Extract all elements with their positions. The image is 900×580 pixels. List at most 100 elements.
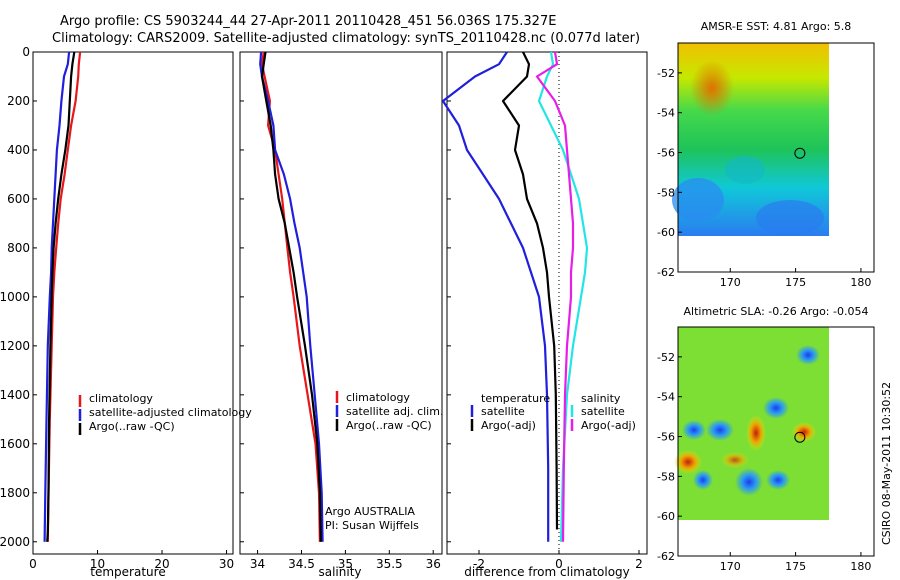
- sst-map-ticks: 170 175 180 -52 -54 -56 -58 -60 -62: [657, 67, 871, 289]
- sla-argo-location-marker: [794, 431, 806, 443]
- map-y-tick-label: -62: [657, 550, 675, 563]
- sst-cold-patch-east: [756, 200, 824, 236]
- sla-high-1: [746, 415, 766, 451]
- legend-label-argo-raw: Argo(..raw -QC): [89, 420, 175, 433]
- sla-high-2: [674, 450, 702, 474]
- map-y-tick-label: -56: [657, 147, 675, 160]
- series-line-temperature-satellite: [441, 51, 550, 542]
- map-y-tick-label: -52: [657, 351, 675, 364]
- y-tick-label: 800: [7, 241, 30, 255]
- sst-map-panel: AMSR-E SST: 4.81 Argo: 5.8 170 175 180 -52 -…: [657, 20, 875, 289]
- temperature-panel: 0 10 20 30 0 200 400 600 800 1000 1200 1400 1600 1800…: [0, 45, 252, 579]
- sla-eddy-3: [763, 397, 789, 419]
- map-y-tick-label: -56: [657, 431, 675, 444]
- sla-map-panel: Altimetric SLA: -0.26 Argo: -0.054 170 17…: [657, 305, 875, 573]
- salinity-ticks: 34 34.5 35 35.5 36: [240, 51, 441, 571]
- sst-warm-patch: [690, 60, 734, 116]
- legend-label-temp-argo: Argo(-adj): [481, 419, 536, 432]
- temperature-series-lines: [43, 51, 82, 542]
- temperature-xlabel: temperature: [90, 565, 165, 579]
- legend-label-satellite-adj: satellite adj. clim.: [346, 405, 443, 418]
- sla-eddy-7: [796, 345, 820, 365]
- sst-argo-location-marker: [794, 147, 806, 159]
- map-x-tick-label: 175: [785, 560, 806, 573]
- difference-xlabel: difference from climatology: [464, 565, 630, 579]
- map-x-tick-label: 180: [850, 276, 871, 289]
- map-x-tick-label: 170: [720, 276, 741, 289]
- y-tick-label: 0: [22, 45, 30, 59]
- y-tick-label: 600: [7, 192, 30, 206]
- salinity-xlabel: salinity: [318, 565, 361, 579]
- map-x-tick-label: 170: [720, 560, 741, 573]
- pi-annotation: PI: Susan Wijffels: [325, 519, 419, 532]
- map-x-tick-label: 180: [850, 560, 871, 573]
- series-line-salinity-satellite: [537, 51, 589, 542]
- map-x-tick-label: 175: [785, 276, 806, 289]
- x-tick-label: 0: [555, 557, 563, 571]
- salinity-axes-frame: [239, 51, 443, 555]
- x-tick-label: 30: [219, 557, 234, 571]
- x-tick-label: 35: [338, 557, 353, 571]
- sla-high-3: [792, 422, 816, 442]
- sla-map-ticks: 170 175 180 -52 -54 -56 -58 -60 -62: [657, 351, 871, 573]
- salinity-legend: climatology satellite adj. clim. Argo(..…: [335, 391, 443, 432]
- difference-axes-frame: [446, 51, 648, 555]
- sla-high-4: [721, 452, 749, 468]
- series-line-satellite-adj-clim-: [259, 51, 324, 542]
- temperature-ticks: 0 10 20 30 0 200 400 600 800 1000 1200 1400 1600 1800…: [0, 45, 234, 571]
- legend-label-temp-satellite: satellite: [481, 405, 525, 418]
- y-tick-label: 1600: [0, 437, 30, 451]
- map-y-tick-label: -58: [657, 186, 675, 199]
- map-y-tick-label: -60: [657, 226, 675, 239]
- temperature-axes-frame: [32, 51, 234, 555]
- sst-heatmap-field: [672, 43, 829, 236]
- sst-cold-patch-west: [672, 178, 724, 222]
- series-line-salinity-argo-adj-: [535, 51, 575, 542]
- legend-label-sal-satellite: satellite: [581, 405, 625, 418]
- x-tick-label: 10: [90, 557, 105, 571]
- difference-ticks: -2 0 2: [447, 51, 643, 571]
- sst-map-frame: [677, 42, 875, 273]
- difference-panel: -2 0 2 difference from climatology tempera…: [441, 51, 648, 579]
- credit-timestamp: CSIRO 08-May-2011 10:30:52: [880, 382, 893, 545]
- x-tick-label: 35.5: [376, 557, 403, 571]
- series-line-temperature-argo-adj-: [501, 51, 559, 530]
- legend-heading-salinity: salinity: [581, 392, 621, 405]
- figure-title-line1: Argo profile: CS 5903244_44 27-Apr-2011 …: [60, 14, 556, 29]
- sla-eddy-4: [735, 468, 763, 496]
- difference-legend: temperature satellite Argo(-adj) salinit…: [470, 392, 636, 432]
- map-y-tick-label: -54: [657, 391, 675, 404]
- x-tick-label: 34: [250, 557, 265, 571]
- y-tick-label: 1800: [0, 486, 30, 500]
- x-tick-label: 34.5: [288, 557, 315, 571]
- map-y-tick-label: -54: [657, 107, 675, 120]
- y-tick-label: 200: [7, 94, 30, 108]
- x-tick-label: -2: [473, 557, 485, 571]
- sla-map-frame: [677, 326, 875, 557]
- map-y-tick-label: -52: [657, 67, 675, 80]
- y-tick-label: 400: [7, 143, 30, 157]
- y-tick-label: 1400: [0, 388, 30, 402]
- argo-institution-annotation: Argo AUSTRALIA: [325, 505, 415, 518]
- difference-series-lines: [441, 51, 589, 542]
- map-y-tick-label: -62: [657, 266, 675, 279]
- legend-label-climatology: climatology: [89, 392, 153, 405]
- legend-label-sal-argo: Argo(-adj): [581, 419, 636, 432]
- temperature-legend: climatology satellite-adjusted climatolo…: [78, 392, 252, 435]
- legend-label-satellite-adjusted: satellite-adjusted climatology: [89, 406, 252, 419]
- x-tick-label: 20: [154, 557, 169, 571]
- x-tick-label: 36: [426, 557, 441, 571]
- sla-map-title: Altimetric SLA: -0.26 Argo: -0.054: [684, 305, 869, 318]
- series-line-argo-raw-qc-: [46, 51, 76, 542]
- legend-label-argo-raw: Argo(..raw -QC): [346, 419, 432, 432]
- legend-heading-temperature: temperature: [481, 392, 550, 405]
- salinity-panel: 34 34.5 35 35.5 36 salinity climatology sate…: [239, 51, 443, 579]
- sla-eddy-6: [693, 470, 713, 490]
- y-tick-label: 1200: [0, 339, 30, 353]
- series-line-argo-raw-qc-: [260, 51, 322, 542]
- sla-eddy-2: [682, 420, 706, 440]
- y-tick-label: 2000: [0, 535, 30, 549]
- y-tick-label: 1000: [0, 290, 30, 304]
- map-y-tick-label: -58: [657, 470, 675, 483]
